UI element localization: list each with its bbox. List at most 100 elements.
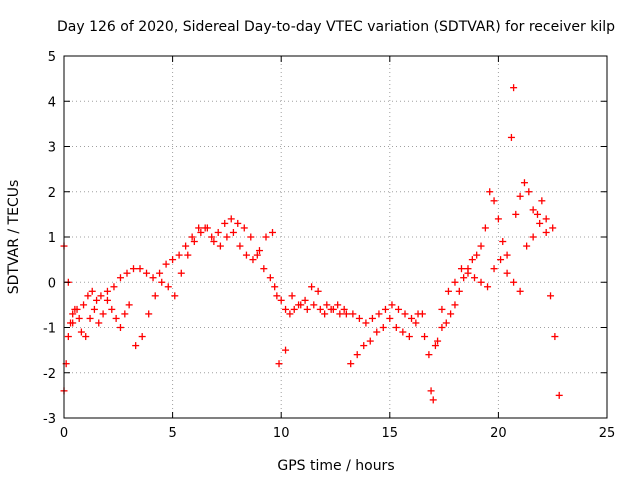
- data-point: [169, 256, 177, 264]
- data-point: [451, 278, 459, 286]
- data-point: [242, 251, 250, 259]
- data-point: [316, 305, 324, 313]
- chart-title: Day 126 of 2020, Sidereal Day-to-day VTE…: [57, 19, 615, 35]
- data-point: [549, 224, 557, 232]
- data-point: [184, 251, 192, 259]
- data-point: [405, 333, 413, 341]
- y-tick-label: 2: [48, 186, 56, 201]
- tick-labels: 0 5 10 15 20 25 -3 -2 -1 0 1 2 3 4 5: [43, 50, 615, 441]
- data-point: [533, 210, 541, 218]
- data-point: [138, 333, 146, 341]
- y-tick-label: 5: [48, 50, 56, 65]
- data-point: [121, 310, 129, 318]
- data-point: [90, 305, 98, 313]
- data-point: [99, 310, 107, 318]
- data-point: [260, 265, 268, 273]
- data-point: [375, 310, 383, 318]
- data-point: [336, 310, 344, 318]
- data-point: [438, 324, 446, 331]
- data-point: [401, 310, 409, 318]
- data-point: [434, 337, 442, 345]
- data-point: [116, 274, 124, 282]
- data-point: [112, 314, 120, 322]
- data-point: [286, 310, 294, 318]
- data-point: [234, 219, 242, 227]
- data-point: [460, 274, 468, 282]
- data-point: [262, 233, 270, 241]
- data-point: [542, 215, 550, 223]
- data-point: [275, 360, 283, 368]
- data-point: [394, 305, 402, 313]
- data-point: [503, 251, 511, 259]
- data-point: [321, 310, 329, 318]
- data-point: [323, 301, 331, 309]
- data-point: [342, 310, 350, 318]
- data-point: [429, 396, 437, 404]
- data-point: [529, 206, 537, 214]
- data-point: [542, 228, 550, 236]
- data-point: [82, 333, 90, 341]
- data-point: [145, 310, 153, 318]
- data-point: [190, 238, 198, 246]
- x-tick-label: 5: [168, 426, 176, 441]
- data-point: [247, 233, 255, 241]
- data-point: [360, 342, 368, 350]
- data-point: [158, 278, 166, 286]
- data-point: [368, 314, 376, 322]
- data-point: [457, 265, 465, 273]
- data-point: [229, 228, 237, 236]
- data-point: [308, 283, 316, 291]
- data-point: [236, 242, 244, 250]
- x-tick-label: 10: [273, 426, 290, 441]
- data-point: [80, 301, 88, 309]
- data-point: [512, 210, 520, 218]
- data-point: [136, 265, 144, 273]
- x-axis-label: GPS time / hours: [277, 458, 394, 474]
- data-point: [421, 333, 429, 341]
- data-point: [451, 301, 459, 309]
- data-point: [444, 287, 452, 295]
- data-point: [499, 238, 507, 246]
- data-point: [240, 224, 248, 232]
- data-point: [340, 305, 348, 313]
- data-point: [510, 84, 518, 92]
- data-point: [455, 287, 463, 295]
- data-point: [269, 228, 277, 236]
- data-point: [110, 283, 118, 291]
- data-point: [208, 233, 216, 241]
- data-point: [464, 269, 472, 277]
- data-point: [525, 188, 533, 196]
- data-point: [301, 296, 309, 304]
- x-tick-label: 15: [382, 426, 399, 441]
- data-point: [355, 314, 363, 322]
- data-point: [223, 233, 231, 241]
- data-point: [171, 292, 179, 300]
- data-point: [427, 387, 435, 395]
- data-point: [75, 314, 83, 322]
- data-point: [392, 324, 400, 331]
- data-point: [197, 228, 205, 236]
- data-point: [471, 274, 479, 282]
- data-point: [477, 278, 485, 286]
- data-point: [353, 351, 361, 359]
- data-point: [175, 251, 183, 259]
- data-point: [490, 265, 498, 273]
- data-point: [143, 269, 151, 277]
- data-point: [177, 269, 185, 277]
- data-point: [69, 310, 77, 318]
- data-point: [64, 333, 72, 341]
- data-point: [162, 260, 170, 268]
- y-tick-label: 0: [48, 276, 56, 291]
- data-point: [473, 251, 481, 259]
- data-point: [188, 233, 196, 241]
- x-tick-label: 25: [599, 426, 616, 441]
- data-point: [481, 224, 489, 232]
- data-point: [431, 342, 439, 350]
- data-point: [408, 314, 416, 322]
- data-point: [442, 319, 450, 327]
- data-point: [399, 328, 407, 336]
- y-tick-label: -2: [43, 367, 56, 382]
- data-point: [362, 319, 370, 327]
